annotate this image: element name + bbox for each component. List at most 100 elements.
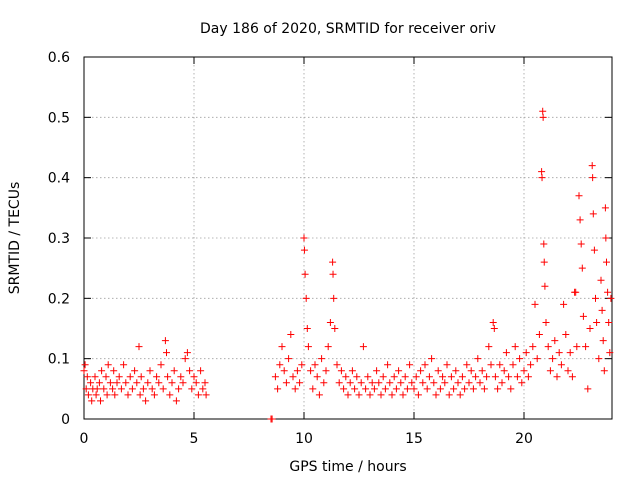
data-point (177, 373, 185, 381)
data-point (541, 282, 549, 290)
data-point (593, 318, 601, 326)
data-point (605, 318, 613, 326)
data-point (474, 355, 482, 363)
data-point (513, 373, 521, 381)
data-point (597, 276, 605, 284)
data-point (539, 113, 547, 121)
data-point (428, 355, 436, 363)
data-point (170, 367, 178, 375)
data-point (557, 361, 565, 369)
data-point (566, 349, 574, 357)
data-point (588, 162, 596, 170)
data-point (370, 385, 378, 393)
data-point (546, 367, 554, 375)
data-point (445, 391, 453, 399)
data-point (607, 294, 615, 302)
data-point (92, 391, 100, 399)
data-point (487, 361, 495, 369)
data-point (579, 312, 587, 320)
data-point (163, 349, 170, 357)
data-point (562, 331, 570, 339)
data-point (524, 373, 532, 381)
data-point (268, 415, 276, 423)
data-point (137, 373, 145, 381)
data-point (441, 379, 449, 387)
data-point (144, 379, 152, 387)
data-point (201, 379, 209, 387)
data-point (157, 361, 165, 369)
data-point (549, 355, 557, 363)
data-point (590, 246, 598, 254)
data-point (166, 391, 174, 399)
data-point (102, 373, 110, 381)
data-point (472, 373, 480, 381)
data-point (280, 367, 288, 375)
data-point (454, 379, 462, 387)
data-point (544, 343, 552, 351)
data-point (392, 385, 400, 393)
data-point (106, 379, 114, 387)
data-point (91, 373, 99, 381)
data-point (576, 216, 584, 224)
data-point (377, 391, 385, 399)
data-point (186, 367, 194, 375)
data-point (511, 343, 519, 351)
data-point (555, 349, 563, 357)
data-point (302, 294, 310, 302)
x-axis-label: GPS time / hours (289, 459, 406, 475)
data-point (366, 391, 374, 399)
data-point (197, 367, 205, 375)
data-point (572, 288, 580, 296)
data-point (98, 367, 106, 375)
data-point (458, 373, 466, 381)
data-point (304, 343, 312, 351)
y-tick-labels: 0 0.1 0.2 0.3 0.4 0.5 0.6 (48, 50, 70, 428)
data-point (124, 391, 132, 399)
data-point (330, 294, 338, 302)
data-point (560, 300, 568, 308)
data-point (595, 355, 603, 363)
data-point (589, 174, 597, 182)
data-point (520, 367, 528, 375)
x-tick-label: 0 (80, 431, 89, 447)
data-point (142, 397, 150, 405)
data-point (81, 361, 89, 369)
data-point (600, 367, 608, 375)
data-point (527, 361, 535, 369)
data-point (133, 379, 141, 387)
data-point (313, 373, 321, 381)
data-point (443, 361, 451, 369)
y-tick-label: 0.5 (48, 110, 70, 126)
data-point (97, 397, 104, 405)
x-tick-label: 5 (190, 431, 199, 447)
data-point (578, 264, 586, 272)
data-point (344, 391, 352, 399)
data-point (452, 367, 460, 375)
data-point (100, 385, 108, 393)
data-point (489, 318, 497, 326)
data-point (289, 373, 297, 381)
data-point (172, 397, 180, 405)
data-point (199, 385, 207, 393)
data-point (348, 367, 356, 375)
data-point (410, 385, 418, 393)
data-point (340, 385, 348, 393)
data-point (359, 343, 367, 351)
data-point (384, 361, 392, 369)
data-point (296, 379, 304, 387)
data-point (202, 391, 210, 399)
data-point (287, 331, 295, 339)
data-point (274, 385, 282, 393)
y-tick-label: 0.3 (48, 231, 70, 247)
data-point (148, 385, 156, 393)
data-point (417, 367, 425, 375)
data-point (300, 234, 308, 242)
data-point (80, 367, 88, 375)
data-point (465, 379, 473, 387)
data-point (109, 385, 117, 393)
data-point (120, 361, 128, 369)
data-point (539, 107, 547, 115)
data-point (553, 373, 561, 381)
data-point (381, 385, 389, 393)
